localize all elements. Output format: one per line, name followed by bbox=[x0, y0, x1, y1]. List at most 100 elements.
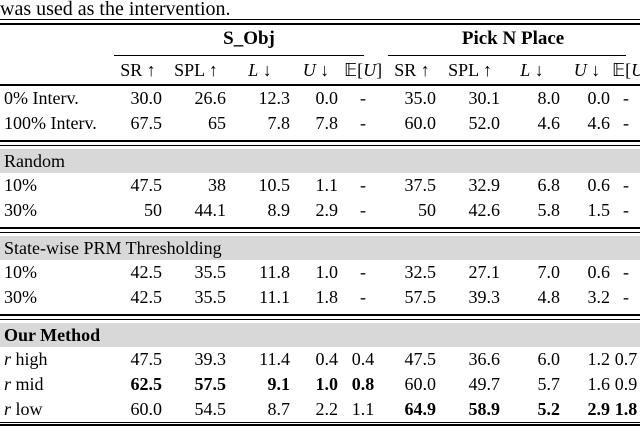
table-row: 10% 47.5 38 10.5 1.1-37.5 32.9 6.8 0.6- bbox=[0, 173, 640, 198]
value-cell: 5.8 bbox=[537, 200, 561, 220]
value-cell: 35.5 bbox=[194, 262, 227, 282]
text-run: high bbox=[11, 349, 48, 369]
value-cell: 1.1 bbox=[315, 175, 339, 195]
metric-header: SPL ↑ bbox=[438, 56, 503, 86]
value-cell: 57.5 bbox=[404, 287, 437, 307]
row-label: r low bbox=[0, 397, 112, 422]
caption-text: was used as the intervention. bbox=[0, 0, 231, 19]
value-cell: 2.9 bbox=[315, 200, 339, 220]
separator-line bbox=[0, 232, 640, 233]
top-rule-thin bbox=[0, 19, 640, 20]
metric-header: 𝔼[U] bbox=[340, 56, 387, 86]
text-run: U bbox=[302, 59, 316, 80]
text-run: 10% bbox=[4, 175, 37, 195]
row-label: r mid bbox=[0, 372, 112, 397]
table-row: 100% Interv. 67.5 65 7.8 7.8-60.0 52.0 4.6 4.6- bbox=[0, 111, 640, 136]
value-cell: 47.5 bbox=[130, 349, 163, 369]
table-row: 30% 50 44.1 8.9 2.9-50 42.6 5.8 1.5- bbox=[0, 198, 640, 223]
separator-cell bbox=[0, 310, 640, 323]
value-cell: 3.2 bbox=[587, 287, 611, 307]
value-cell: 1.2 bbox=[587, 349, 611, 369]
value-cell: 11.4 bbox=[259, 349, 290, 369]
text-run: ↓ bbox=[258, 59, 272, 80]
value-cell: 10.5 bbox=[258, 175, 291, 195]
value-cell: - bbox=[623, 262, 630, 282]
value-cell: 30.0 bbox=[130, 88, 163, 108]
metric-header: SR ↑ bbox=[112, 56, 164, 86]
value-cell: 50 bbox=[418, 200, 437, 220]
value-cell: 6.8 bbox=[537, 175, 561, 195]
value-cell: - bbox=[360, 88, 367, 108]
value-cell: 5.7 bbox=[537, 374, 561, 394]
value-cell: 52.0 bbox=[468, 113, 501, 133]
value-cell: 0.4 bbox=[351, 349, 375, 369]
value-cell: - bbox=[623, 287, 630, 307]
metric-header: SPL ↑ bbox=[164, 56, 228, 86]
row-label: 10% bbox=[0, 173, 112, 198]
section-separator bbox=[0, 136, 640, 149]
value-cell: 0.8 bbox=[351, 374, 375, 394]
column-group-label: Pick N Place bbox=[461, 28, 565, 49]
text-run: L bbox=[520, 59, 531, 80]
value-cell: 0.0 bbox=[315, 88, 339, 108]
text-run: ↓ bbox=[530, 59, 544, 80]
value-cell: 65 bbox=[208, 113, 226, 133]
value-cell: 7.0 bbox=[537, 262, 561, 282]
text-run: Our Method bbox=[4, 324, 101, 345]
value-cell: 60.0 bbox=[404, 113, 437, 133]
text-run: 10% bbox=[4, 262, 37, 282]
text-run: L bbox=[248, 59, 259, 80]
value-cell: 0.6 bbox=[587, 262, 611, 282]
text-run: SR ↑ bbox=[120, 59, 156, 80]
section-header-row: Random bbox=[0, 149, 640, 173]
value-cell: - bbox=[360, 200, 367, 220]
value-cell: - bbox=[360, 262, 367, 282]
value-cell: 11.1 bbox=[259, 287, 290, 307]
bottom-rule-thin bbox=[0, 422, 640, 423]
value-cell: 49.7 bbox=[468, 374, 501, 394]
value-cell: 60.0 bbox=[404, 374, 437, 394]
metric-header: SR ↑ bbox=[386, 56, 439, 86]
value-cell: 1.0 bbox=[315, 262, 339, 282]
empty-corner-cell bbox=[0, 25, 112, 56]
column-group-header: S_Obj bbox=[112, 25, 386, 56]
separator-cell bbox=[0, 223, 640, 236]
expectation-symbol: 𝔼 bbox=[612, 59, 626, 81]
value-cell: 32.9 bbox=[468, 175, 501, 195]
value-cell: 11.8 bbox=[259, 262, 290, 282]
section-separator bbox=[0, 223, 640, 236]
table-row: 30% 42.5 35.5 11.1 1.8-57.5 39.3 4.8 3.2- bbox=[0, 285, 640, 310]
value-cell: 0.7 bbox=[614, 349, 638, 369]
value-cell: 47.5 bbox=[404, 349, 437, 369]
metric-header-row: SR ↑SPL ↑L ↓U ↓𝔼[U]SR ↑SPL ↑L ↓U ↓𝔼[U] bbox=[0, 56, 640, 86]
separator-cell bbox=[0, 136, 640, 149]
row-label: 30% bbox=[0, 285, 112, 310]
section-header-label: Our Method bbox=[0, 323, 640, 347]
text-run: 30% bbox=[4, 287, 37, 307]
expectation-symbol: 𝔼 bbox=[343, 59, 358, 81]
value-cell: - bbox=[623, 175, 630, 195]
table-body: 0% Interv. 30.0 26.6 12.3 0.0-35.0 30.1 8.0 0.0… bbox=[0, 85, 640, 422]
value-cell: 4.6 bbox=[587, 113, 611, 133]
table-header: S_Obj Pick N Place SR ↑ SPL ↑ L ↓ U ↓ 𝔼[U] SR ↑… bbox=[0, 25, 640, 86]
value-cell: 7.8 bbox=[267, 113, 291, 133]
text-run: U bbox=[363, 59, 377, 80]
value-cell: 1.0 bbox=[315, 374, 339, 394]
value-cell: 2.2 bbox=[315, 399, 339, 419]
value-cell: - bbox=[360, 287, 367, 307]
value-cell: 0.9 bbox=[614, 374, 638, 394]
metric-header: U ↓ bbox=[562, 56, 613, 86]
value-cell: 0.4 bbox=[315, 349, 339, 369]
value-cell: 35.5 bbox=[194, 287, 227, 307]
text-run: low bbox=[11, 399, 43, 419]
text-run: ↓ bbox=[586, 59, 601, 80]
value-cell: 67.5 bbox=[130, 113, 163, 133]
value-cell: - bbox=[623, 113, 630, 133]
table-row: r low 60.0 54.5 8.7 2.2 1.1 64.9 58.9 5.2 2.9 1.8 bbox=[0, 397, 640, 422]
text-run: 100% Interv. bbox=[4, 113, 97, 133]
section-separator bbox=[0, 310, 640, 323]
value-cell: 39.3 bbox=[194, 349, 227, 369]
text-run: ] bbox=[376, 59, 383, 80]
text-run: [ bbox=[625, 59, 632, 80]
